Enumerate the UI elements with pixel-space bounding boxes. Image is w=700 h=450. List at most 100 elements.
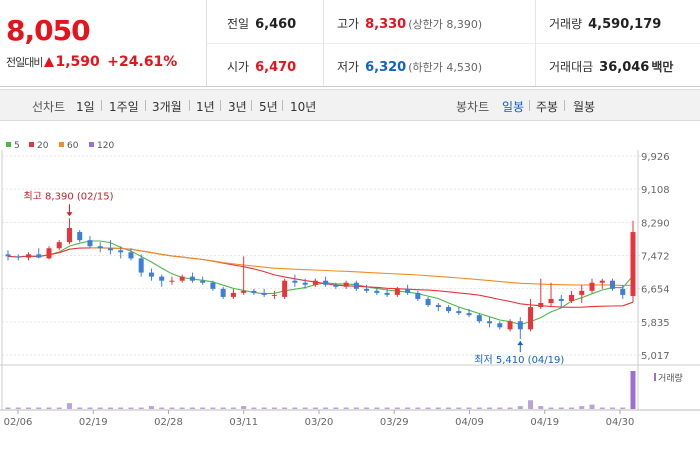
volume-bar: [210, 407, 216, 409]
volume-bar: [374, 407, 380, 409]
candle-body: [261, 292, 267, 295]
volume-bar: [15, 407, 21, 409]
range-1w[interactable]: 1주일: [109, 100, 139, 114]
volume-bar: [333, 407, 339, 409]
volume-bar: [179, 407, 185, 409]
range-1y[interactable]: 1년: [196, 100, 215, 114]
candle-body: [230, 292, 236, 297]
volume: 거래량 4,590,179: [549, 17, 662, 32]
volume-bar: [415, 407, 421, 409]
legend-label: 120: [97, 141, 114, 151]
candle-body: [333, 284, 339, 287]
volume-bar: [46, 407, 52, 409]
candle-body: [292, 280, 298, 283]
range-1d[interactable]: 1일: [76, 100, 95, 114]
divider: [251, 100, 252, 111]
chart-legend: 5 20 60 120: [6, 141, 114, 151]
volume-bar: [66, 403, 72, 409]
candle-body: [282, 280, 288, 297]
divider: [564, 100, 565, 111]
volume-bar: [343, 407, 349, 409]
moving-averages: [7, 240, 634, 326]
candle-body: [620, 288, 626, 295]
volume-bar: [610, 407, 616, 409]
volume-bar: [312, 407, 318, 409]
volume-bar: [517, 406, 523, 409]
high-price: 고가 8,330 (상한가 8,390): [337, 17, 483, 32]
volume-bar: [261, 407, 267, 409]
volume-bar: [589, 404, 595, 409]
candle-body: [517, 321, 523, 330]
volume-bar: [138, 407, 144, 409]
legend-label: 20: [37, 141, 49, 151]
candle-body: [271, 294, 277, 296]
candle-body: [394, 288, 400, 295]
y-tick-label: 8,290: [641, 218, 670, 229]
candle-body: [87, 240, 93, 247]
open-price: 시가 6,470: [227, 60, 297, 75]
x-tick-label: 02/06: [4, 417, 33, 428]
divider: [282, 100, 283, 111]
range-3m[interactable]: 3개월: [152, 100, 182, 114]
candle-body: [220, 288, 226, 297]
candle-body: [97, 246, 103, 249]
line-chart-label: 선차트: [32, 100, 66, 114]
candle-body: [179, 276, 185, 281]
volume-bar: [5, 407, 11, 409]
volume-bar: [579, 406, 585, 409]
candle-body: [579, 290, 585, 295]
volume-bar: [353, 407, 359, 409]
candle-body: [446, 307, 452, 312]
volume-bar: [251, 407, 257, 409]
change-value: 1,590: [55, 54, 100, 70]
up-triangle-icon: [44, 57, 55, 67]
candle-body: [476, 315, 482, 322]
range-3y[interactable]: 3년: [228, 100, 247, 114]
candle-body: [312, 280, 318, 285]
low-price: 저가 6,320 (하한가 4,530): [337, 60, 483, 75]
candle-body: [25, 254, 31, 258]
candle-monthly[interactable]: 월봉: [573, 100, 596, 114]
volume-bar: [476, 407, 482, 409]
candle-body: [138, 258, 144, 273]
x-tick-label: 02/28: [154, 417, 183, 428]
volume-bar: [271, 407, 277, 409]
candle-body: [5, 254, 11, 257]
candle-body: [77, 232, 83, 241]
volume-legend-swatch: [654, 373, 656, 381]
x-axis: 02/06 02/19 02/28 03/11 03/20 03/29 04/09 04/19…: [4, 410, 634, 428]
legend-swatch: [89, 142, 94, 147]
x-tick-label: 03/29: [380, 417, 409, 428]
high-annotation: 최고 8,390 (02/15): [23, 190, 113, 202]
volume-bar: [538, 406, 544, 409]
legend-swatch: [59, 142, 64, 147]
volume-bar: [292, 407, 298, 409]
y-axis: 9,926 9,108 8,290 7,472 6,654 5,835 5,017: [641, 152, 670, 362]
volume-bar: [599, 407, 605, 409]
volume-bar: [528, 400, 534, 409]
row-divider: [207, 43, 700, 44]
x-tick-label: 02/19: [79, 417, 108, 428]
candle-body: [148, 272, 154, 277]
candle-body: [405, 288, 411, 293]
chart-toolbar: 선차트 1일 1주일 3개월 1년 3년 5년 10년 봉차트 일봉 주봉 월봉: [0, 89, 700, 121]
change-percent: +24.61%: [107, 54, 178, 70]
y-tick-label: 7,472: [641, 252, 670, 263]
volume-bar: [77, 407, 83, 409]
candle-weekly[interactable]: 주봉: [536, 100, 559, 114]
low-arrowhead: [517, 341, 524, 346]
volume-bar: [241, 406, 247, 409]
volume-bar: [282, 407, 288, 409]
divider: [101, 100, 102, 111]
candle-daily[interactable]: 일봉: [502, 100, 525, 114]
legend-label: 60: [67, 141, 79, 151]
range-10y[interactable]: 10년: [290, 100, 317, 114]
x-tick-label: 04/19: [530, 417, 559, 428]
candlesticks: [5, 218, 636, 340]
volume-bar: [405, 407, 411, 409]
volume-bar: [507, 407, 513, 409]
volume-bar: [220, 407, 226, 409]
candle-body: [36, 254, 42, 258]
range-5y[interactable]: 5년: [259, 100, 278, 114]
candle-body: [569, 294, 575, 301]
